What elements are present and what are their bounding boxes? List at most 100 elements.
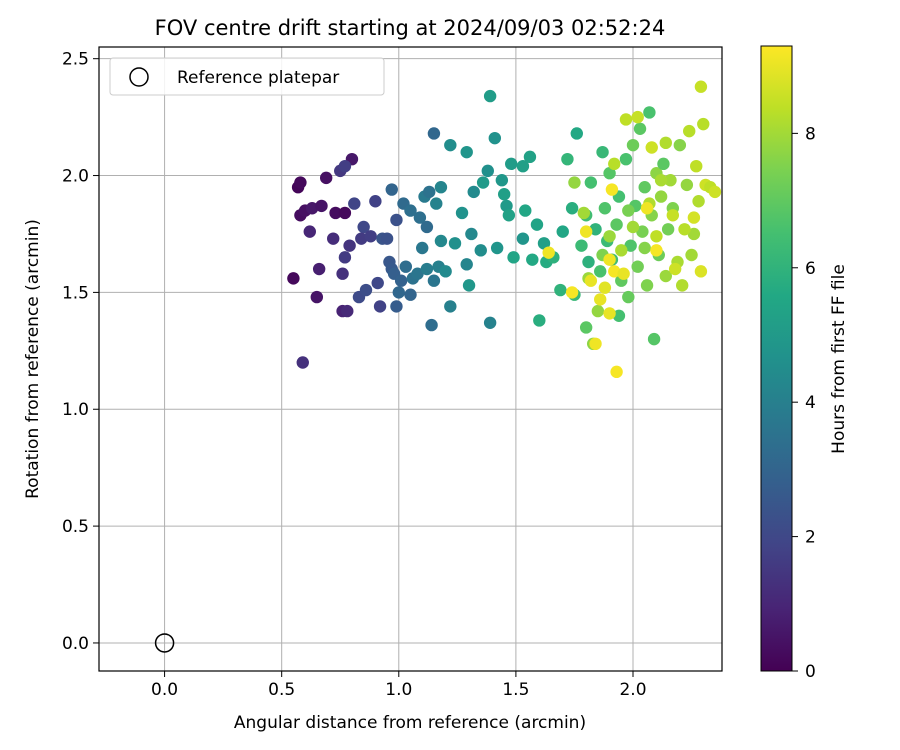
data-point: [664, 174, 677, 187]
data-point: [411, 267, 424, 280]
x-tick-label: 1.5: [502, 680, 529, 700]
colorbar-label: Hours from first FF file: [829, 264, 849, 454]
data-point: [315, 199, 328, 213]
data-point: [603, 307, 616, 320]
data-point: [348, 197, 361, 210]
data-point: [420, 220, 434, 234]
data-point: [416, 241, 429, 255]
legend-box: [109, 57, 385, 96]
data-point: [612, 309, 626, 322]
data-point: [430, 197, 443, 210]
data-point: [668, 262, 682, 276]
data-point: [575, 239, 588, 252]
data-point: [476, 176, 490, 189]
data-point: [530, 218, 544, 231]
data-point: [596, 145, 609, 159]
data-point: [460, 145, 473, 159]
data-point: [647, 332, 661, 346]
data-point: [650, 230, 663, 243]
data-point: [338, 159, 352, 173]
data-point: [659, 269, 672, 283]
data-point: [650, 244, 663, 257]
data-point: [303, 225, 316, 238]
data-point: [444, 138, 457, 152]
data-point: [603, 230, 616, 243]
data-point: [481, 164, 494, 178]
data-point: [305, 202, 319, 215]
data-point: [673, 138, 687, 152]
data-point: [294, 176, 307, 189]
data-point: [507, 251, 520, 264]
data-point: [542, 246, 555, 259]
data-point: [594, 265, 607, 278]
data-point: [434, 234, 448, 248]
data-point: [624, 239, 637, 252]
data-point: [619, 113, 633, 126]
data-point: [577, 206, 591, 220]
data-point: [683, 124, 696, 138]
data-points: [287, 80, 722, 379]
data-point: [640, 202, 654, 215]
data-point: [610, 365, 623, 379]
data-point: [661, 223, 675, 236]
legend-entry: Reference platepar: [177, 68, 339, 88]
data-point: [685, 248, 698, 262]
data-point: [394, 274, 408, 287]
y-axis-label: Rotation from reference (arcmin): [23, 219, 43, 499]
data-point: [516, 232, 530, 245]
data-point: [675, 279, 689, 292]
data-point: [343, 239, 356, 252]
data-point: [697, 117, 710, 131]
data-point: [638, 241, 651, 255]
data-point: [404, 204, 417, 217]
colorbar-tick-label: 6: [805, 259, 816, 279]
data-point: [584, 274, 598, 287]
data-point: [617, 267, 630, 280]
data-point: [615, 244, 628, 257]
data-point: [537, 237, 551, 250]
colorbar-gradient: [760, 45, 793, 672]
data-point: [645, 141, 658, 154]
data-point: [589, 337, 602, 351]
colorbar-tick-label: 2: [805, 528, 816, 548]
data-point: [594, 293, 607, 306]
x-axis-label: Angular distance from reference (arcmin): [234, 713, 586, 733]
data-point: [708, 185, 722, 199]
data-point: [359, 283, 373, 297]
data-point: [287, 272, 300, 285]
data-point: [483, 316, 497, 329]
data-point: [380, 232, 394, 245]
plot-frame: [98, 46, 723, 672]
data-point: [694, 80, 708, 93]
data-point: [490, 241, 504, 255]
data-point: [483, 89, 497, 103]
data-point: [355, 232, 368, 245]
data-point: [654, 174, 668, 187]
data-point: [390, 300, 403, 313]
data-point: [338, 206, 352, 220]
data-point: [502, 209, 516, 222]
data-point: [371, 276, 384, 290]
data-point: [392, 286, 405, 299]
data-point: [659, 136, 672, 150]
data-point: [619, 152, 633, 166]
data-point: [608, 157, 621, 171]
y-tick-label: 0.0: [62, 634, 89, 654]
x-tick-label: 0.5: [268, 680, 295, 700]
data-point: [687, 211, 701, 224]
data-point: [448, 237, 462, 250]
data-point: [364, 230, 377, 243]
data-point: [474, 244, 487, 257]
data-point: [565, 202, 579, 215]
colorbar: 0 2 4 6 8 Hours from first FF file: [760, 45, 849, 682]
data-point: [626, 220, 640, 234]
data-point: [568, 176, 581, 189]
data-point: [488, 131, 502, 145]
data-point: [626, 138, 640, 152]
y-axis-ticks: 0.0 0.5 1.0 1.5 2.0 2.5: [62, 50, 99, 654]
data-point: [636, 225, 649, 238]
data-point: [631, 260, 644, 273]
reference-point-marker: [154, 633, 175, 653]
y-tick-label: 2.5: [62, 50, 89, 70]
